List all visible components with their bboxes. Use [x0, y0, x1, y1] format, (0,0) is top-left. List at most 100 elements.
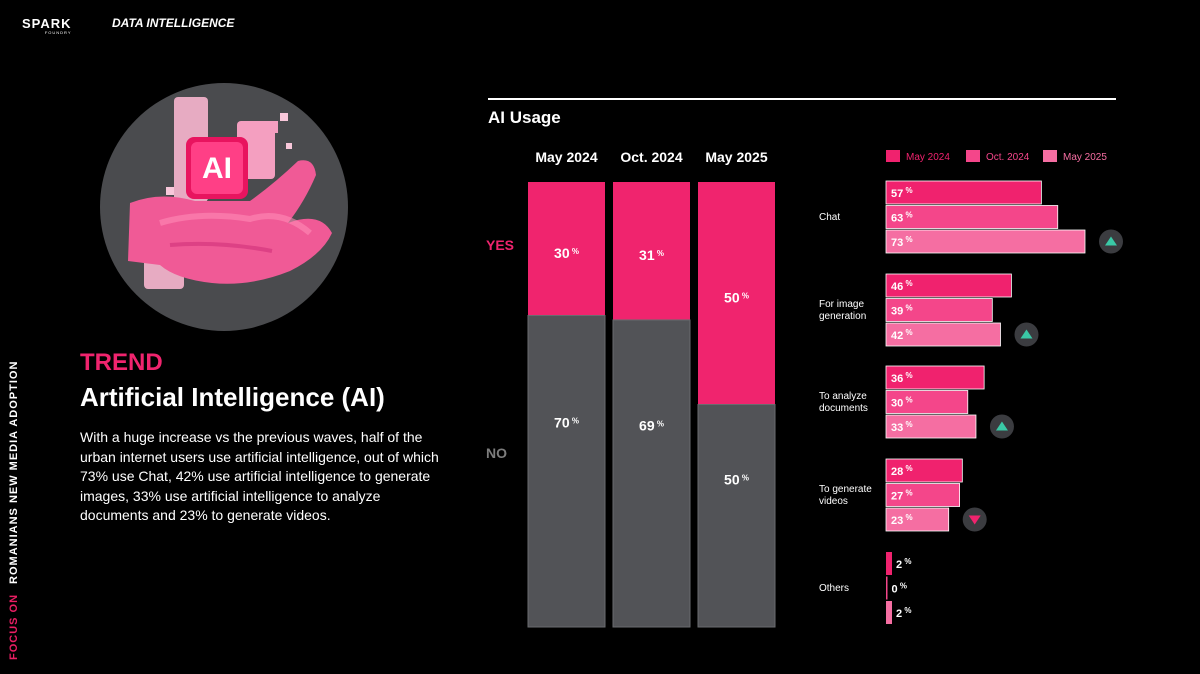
- hbar: [885, 298, 993, 322]
- hbar-value-label: 0 %: [892, 582, 907, 596]
- hbar: [885, 414, 977, 439]
- category-label-line: To generate: [819, 484, 872, 495]
- trend-arrow-up: [1105, 236, 1117, 246]
- trend-arrow-up: [995, 421, 1008, 431]
- ai-hand-illustration: AI: [100, 83, 348, 331]
- hbar: [885, 205, 1059, 229]
- spark-logo-sub: FOUNDRY: [44, 30, 72, 35]
- hbar-value-label-unit: %: [903, 328, 912, 337]
- hbar-value-label: 27 %: [891, 489, 913, 503]
- hbar-value-label: 73 %: [891, 235, 913, 249]
- hbar-value-label: 39 %: [891, 304, 913, 318]
- hbar: [885, 458, 963, 483]
- category-label-line: Others: [819, 583, 849, 594]
- hbar-value-label: 36 %: [891, 371, 913, 385]
- no-bar-segment: [527, 315, 606, 628]
- hbar-value-label-value: 23: [891, 515, 903, 527]
- hbar: [886, 601, 892, 624]
- no-value-label: 70 %: [554, 415, 579, 431]
- yes-value-label-unit: %: [570, 247, 579, 256]
- yes-value-label-value: 50: [724, 289, 740, 305]
- ai-badge-text: AI: [202, 152, 232, 185]
- hbar-value-label: 2 %: [896, 557, 911, 571]
- no-value-label-unit: %: [740, 474, 749, 483]
- category-label-line: generation: [819, 311, 866, 322]
- hbar-value-label-value: 63: [891, 213, 903, 225]
- no-value-label-value: 69: [639, 417, 655, 433]
- no-value-label-value: 50: [724, 472, 740, 488]
- yes-axis-label: YES: [486, 237, 514, 253]
- hbar-value-label-value: 27: [891, 491, 903, 503]
- hbar-value-label: 30 %: [891, 396, 913, 410]
- hbar-value-label: 63 %: [891, 211, 913, 225]
- hbar-value-label: 46 %: [891, 279, 913, 293]
- yes-value-label-unit: %: [655, 249, 664, 258]
- category-label-line: To analyze: [819, 391, 867, 402]
- category-label: Others: [819, 583, 849, 594]
- trend-label: TREND: [80, 349, 163, 376]
- hbar-value-label-unit: %: [903, 371, 912, 380]
- chart-top-rule: [488, 98, 1116, 100]
- trend-title: Artificial Intelligence (AI): [80, 382, 385, 412]
- yes-bar-segment: [613, 182, 690, 320]
- hbar-value-label-value: 46: [891, 281, 903, 293]
- hbar-value-label: 42 %: [891, 328, 913, 342]
- hbar-value-label-unit: %: [903, 420, 912, 429]
- hbar: [885, 507, 950, 532]
- no-value-label: 69 %: [639, 417, 664, 433]
- yes-bar-segment: [698, 182, 775, 405]
- hbar-value-label-unit: %: [898, 582, 907, 591]
- hbar-value-label-value: 39: [891, 306, 903, 318]
- category-label: To analyze documents: [819, 391, 868, 414]
- spark-logo: SPARK FOUNDRY: [22, 16, 72, 35]
- hbar: [886, 576, 888, 600]
- hbar: [885, 483, 961, 507]
- hbar: [885, 180, 1042, 205]
- hbar: [885, 322, 1001, 347]
- category-label: To generate videos: [819, 484, 872, 507]
- legend-swatch: [1043, 150, 1057, 162]
- hbar-value-label: 28 %: [891, 464, 913, 478]
- no-value-label: 50 %: [724, 472, 749, 488]
- data-intelligence-logo-text: DATA INTELLIGENCE: [112, 16, 235, 30]
- no-value-label-unit: %: [655, 419, 664, 428]
- trend-description: With a huge increase vs the previous wav…: [80, 429, 439, 523]
- hbar-value-label-value: 2: [896, 608, 902, 620]
- trend-up-icon: [1099, 229, 1123, 254]
- hbar-value-label-value: 73: [891, 237, 903, 249]
- hbar-value-label-value: 42: [891, 330, 903, 342]
- yes-value-label: 31 %: [639, 247, 664, 263]
- hbar-value-label-unit: %: [903, 396, 912, 405]
- category-label: Chat: [819, 212, 840, 223]
- hbar: [886, 552, 892, 575]
- no-bar-segment: [612, 319, 691, 628]
- hbar-value-label-unit: %: [902, 557, 911, 566]
- hbar-value-label-value: 36: [891, 373, 903, 385]
- category-label-line: videos: [819, 496, 848, 507]
- yes-value-label: 30 %: [554, 245, 579, 261]
- hbar: [885, 229, 1086, 254]
- hbar-value-label-value: 2: [896, 559, 902, 571]
- hbar-value-label: 2 %: [896, 606, 911, 620]
- hbar-value-label-value: 33: [891, 422, 903, 434]
- category-label-line: documents: [819, 403, 868, 414]
- hbar-value-label-value: 0: [892, 584, 898, 596]
- legend-label: May 2024: [906, 152, 950, 163]
- hbar-value-label-value: 30: [891, 398, 903, 410]
- ai-hand-icon: AI: [128, 97, 332, 289]
- hbar: [885, 390, 969, 414]
- hbar-value-label-unit: %: [903, 279, 912, 288]
- hbar-value-label-unit: %: [903, 464, 912, 473]
- legend-label: May 2025: [1063, 152, 1107, 163]
- legend-swatch: [886, 150, 900, 162]
- no-value-label-unit: %: [570, 417, 579, 426]
- hbar-value-label: 23 %: [891, 513, 913, 527]
- category-label: For image generation: [819, 299, 866, 322]
- category-label-line: For image: [819, 299, 864, 310]
- data-intelligence-logo: DATA INTELLIGENCE: [112, 16, 234, 30]
- legend-swatch: [966, 150, 980, 162]
- hbar-value-label-unit: %: [903, 513, 912, 522]
- hbar-value-label-unit: %: [903, 235, 912, 244]
- trend-up-icon: [989, 414, 1014, 439]
